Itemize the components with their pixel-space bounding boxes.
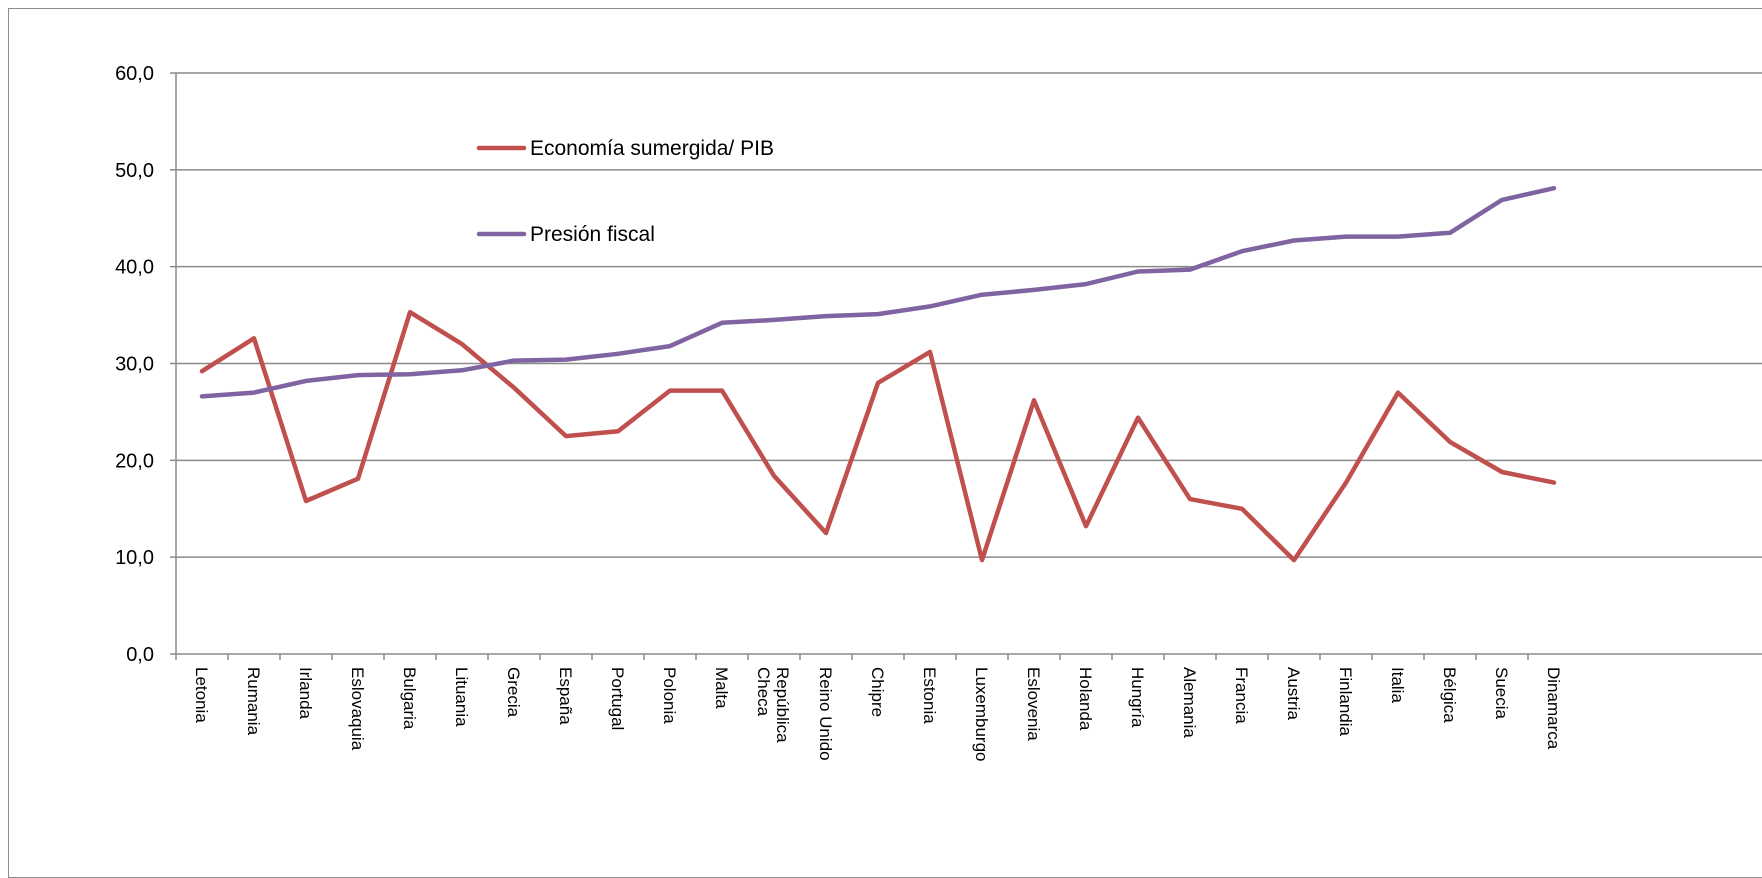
- x-axis: Letonia Rumania Irlanda Eslovaquia Bulgaria L…: [175, 653, 1762, 762]
- x-tick-label: Portugal: [608, 667, 627, 730]
- series-line-economia-sumergida: [199, 309, 1557, 563]
- x-tick-label: Lituania: [452, 667, 471, 727]
- x-tick-label: Hungría: [1128, 667, 1147, 728]
- legend: Economía sumergida/ PIB Presión fiscal: [476, 137, 774, 246]
- x-tick-label: Luxemburgo: [972, 667, 991, 762]
- x-tick-label: Bélgica: [1440, 667, 1459, 723]
- x-tick-label: Eslovenia: [1024, 667, 1043, 741]
- y-tick-label: 10,0: [115, 547, 154, 569]
- x-tick-label: Chipre: [868, 667, 887, 717]
- x-tick-label: Grecia: [504, 667, 523, 718]
- y-tick-label: 30,0: [115, 354, 154, 376]
- y-tick-label: 20,0: [115, 450, 154, 472]
- chart-frame: [8, 8, 1762, 878]
- x-tick-label: Bulgaria: [400, 667, 419, 730]
- legend-item: Presión fiscal: [476, 223, 655, 246]
- x-tick-label: España: [556, 667, 575, 725]
- x-tick-label: Alemania: [1180, 667, 1199, 738]
- series-line-presion-fiscal: [199, 185, 1557, 399]
- y-tick-label: 60,0: [115, 63, 154, 85]
- gridlines: [176, 72, 1762, 558]
- x-tick-label: Francia: [1232, 667, 1251, 724]
- x-tick-label: Eslovaquia: [348, 667, 367, 751]
- legend-label: Presión fiscal: [530, 223, 655, 246]
- x-tick-label: Irlanda: [296, 667, 315, 720]
- legend-label: Economía sumergida/ PIB: [530, 137, 774, 160]
- x-tick-label: Suecia: [1492, 667, 1511, 720]
- x-tick-label: Polonia: [660, 667, 679, 724]
- x-tick-label: RepúblicaCheca: [754, 667, 792, 743]
- x-tick-label: Dinamarca: [1544, 667, 1563, 750]
- y-tick-label: 40,0: [115, 257, 154, 279]
- series-layer: [199, 185, 1557, 563]
- x-tick-label: Reino Unido: [816, 667, 835, 761]
- x-tick-label: Austria: [1284, 667, 1303, 720]
- x-tick-label: Rumania: [244, 667, 263, 736]
- x-tick-label: Letonia: [192, 667, 211, 723]
- y-tick-label: 50,0: [115, 160, 154, 182]
- legend-item: Economía sumergida/ PIB: [476, 137, 774, 160]
- x-tick-label: Italia: [1388, 667, 1407, 703]
- x-tick-label: Malta: [712, 667, 731, 709]
- x-tick-label: Finlandia: [1336, 667, 1355, 737]
- x-tick-label: Holanda: [1076, 667, 1095, 731]
- y-axis: 0,0 10,0 20,0 30,0 40,0 50,0 60,0: [115, 63, 177, 666]
- y-tick-label: 0,0: [126, 644, 154, 666]
- x-tick-label: Estonia: [920, 667, 939, 724]
